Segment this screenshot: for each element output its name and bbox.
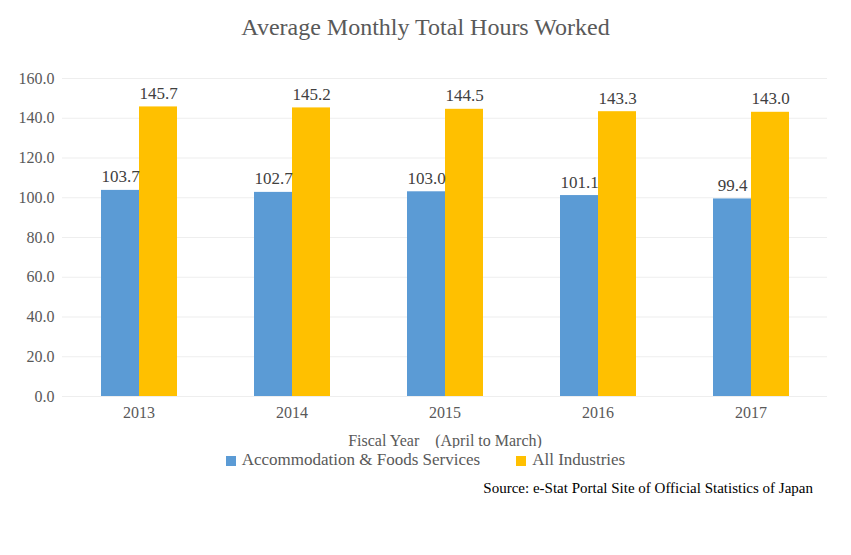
svg-text:2015: 2015	[429, 404, 461, 421]
svg-text:143.0: 143.0	[751, 89, 789, 108]
svg-text:143.3: 143.3	[598, 89, 636, 108]
svg-text:2013: 2013	[123, 404, 155, 421]
html-text:Average Monthly Total Hours Wo: Average Monthly Total Hours Worked	[241, 14, 610, 40]
svg-text:20.0: 20.0	[27, 348, 55, 365]
svg-text:0.0: 0.0	[35, 388, 55, 405]
svg-text:145.7: 145.7	[139, 84, 178, 103]
svg-text:2016: 2016	[582, 404, 614, 421]
html-text:Accommodation & Foods Services: Accommodation & Foods Services	[241, 450, 481, 469]
svg-text:99.4: 99.4	[718, 176, 748, 195]
svg-text:40.0: 40.0	[27, 308, 55, 325]
html-text:Source: e-Stat Portal Site of: Source: e-Stat Portal Site of Official S…	[483, 480, 813, 496]
svg-text:120.0: 120.0	[19, 149, 55, 166]
svg-text:60.0: 60.0	[27, 268, 55, 285]
svg-text:102.7: 102.7	[254, 169, 293, 188]
svg-text:80.0: 80.0	[27, 229, 55, 246]
svg-text:145.2: 145.2	[292, 85, 330, 104]
svg-text:140.0: 140.0	[19, 109, 55, 126]
svg-text:2017: 2017	[735, 404, 767, 421]
svg-text:160.0: 160.0	[19, 70, 55, 87]
svg-text:2014: 2014	[276, 404, 308, 421]
html-text:All Industries: All Industries	[532, 450, 626, 469]
svg-text:103.7: 103.7	[101, 167, 140, 186]
svg-text:Fiscal Year (April to March): Fiscal Year (April to March)	[348, 432, 542, 449]
svg-text:144.5: 144.5	[445, 86, 483, 105]
svg-text:101.1: 101.1	[560, 173, 598, 192]
svg-text:103.0: 103.0	[407, 169, 445, 188]
svg-text:100.0: 100.0	[19, 189, 55, 206]
